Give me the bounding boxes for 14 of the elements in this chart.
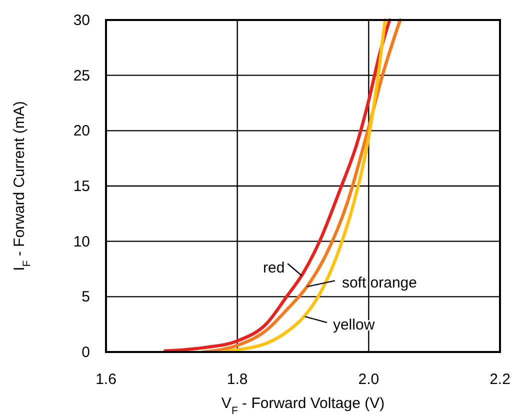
y-tick-label: 10 (73, 233, 90, 250)
x-axis-title: V$_{F}$ - Forward Voltage (V) (221, 395, 385, 415)
y-tick-label: 30 (73, 12, 90, 29)
annotation: soft orange (342, 274, 418, 292)
x-tick-label: 2.2 (490, 371, 510, 388)
y-tick-label: 5 (82, 288, 90, 306)
y-tick-label: 15 (73, 178, 90, 195)
x-tick-label: 2.0 (358, 371, 380, 388)
y-tick-label: 25 (73, 67, 90, 84)
y-tick-label: 0 (82, 344, 90, 361)
x-tick-label: 1.6 (96, 371, 116, 388)
y-tick-label: 20 (73, 122, 90, 140)
x-tick-label: 1.8 (226, 371, 248, 388)
annotation: red (263, 260, 285, 277)
